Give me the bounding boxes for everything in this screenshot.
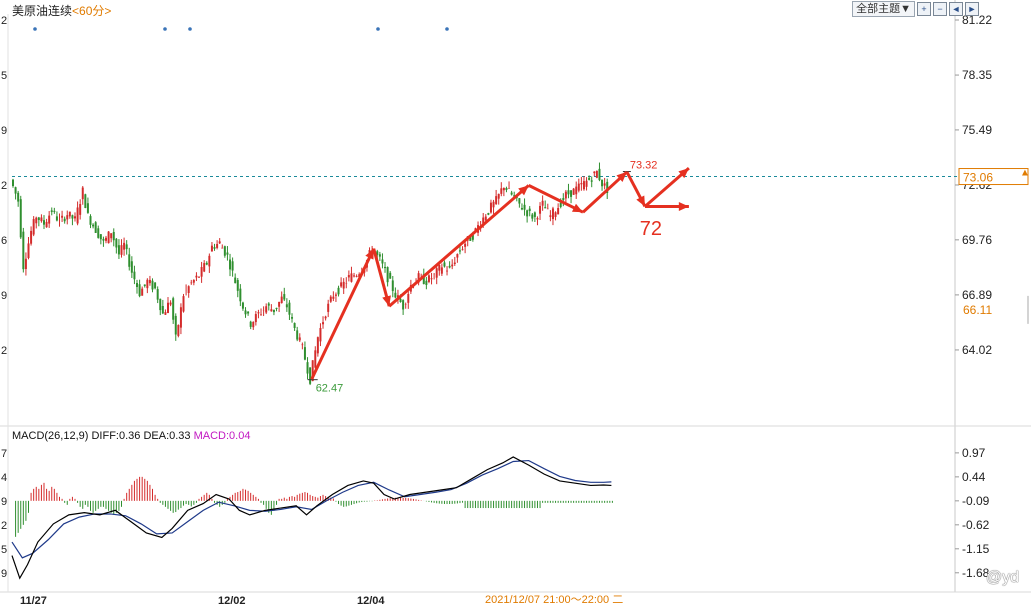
arrow-head — [636, 195, 645, 207]
projection-arrow — [388, 184, 530, 308]
macd-left-tick-stub: 2 — [1, 520, 7, 532]
arrow-head — [678, 168, 689, 179]
current-price-marker: ▲ — [1020, 168, 1030, 179]
x-label-1127: 11/27 — [20, 595, 47, 607]
price-tick-label: 81.22 — [962, 13, 992, 27]
macd-left-tick-stub: 9 — [1, 568, 7, 580]
left-tick-stub: 9 — [1, 125, 7, 137]
cursor-time-range: 2021/12/07 21:00～22:00 二 — [485, 594, 624, 606]
macd-dea-value: DEA:0.33 — [143, 430, 191, 442]
price-tick-label: 69.76 — [962, 233, 992, 247]
macd-tick-label: 0.44 — [962, 470, 986, 484]
target-price-label: 72 — [640, 218, 662, 240]
arrow-head — [518, 185, 529, 196]
price-tick-label: 75.49 — [962, 123, 992, 137]
arrow-head — [616, 171, 627, 183]
projection-arrow — [528, 184, 584, 214]
macd-left-tick-stub: 7 — [1, 448, 7, 460]
dea-line — [11, 459, 612, 559]
signal-dot — [376, 27, 380, 31]
chart-toolbar: 全部主题▼ + − ◄ ► — [852, 1, 979, 17]
macd-tick-label: 0.97 — [962, 446, 986, 460]
zoom-out-icon[interactable]: − — [933, 2, 947, 16]
next-icon[interactable]: ► — [965, 2, 979, 16]
left-tick-stub: 9 — [1, 290, 7, 302]
macd-left-tick-stub: 5 — [1, 544, 7, 556]
macd-tick-label: -0.62 — [962, 518, 990, 532]
diff-line — [11, 456, 612, 580]
price-tick-label: 78.35 — [962, 68, 992, 82]
instrument-title: 美原油连续<60分> — [12, 2, 111, 19]
left-tick-stub: 6 — [1, 235, 7, 247]
arrow-head — [571, 203, 583, 213]
macd-tick-label: -0.09 — [962, 494, 990, 508]
macd-title: MACD(26,12,9) — [12, 430, 89, 442]
current-price-label: 73.06 — [963, 171, 993, 185]
macd-legend: MACD(26,12,9) DIFF:0.36 DEA:0.33 MACD:0.… — [12, 430, 250, 442]
left-tick-stub: 2 — [1, 15, 7, 27]
x-label-1202: 12/02 — [218, 595, 246, 607]
timeframe-label[interactable]: <60分> — [72, 4, 112, 18]
watermark: @yd — [985, 569, 1019, 586]
price-tick-label: 66.89 — [962, 288, 992, 302]
left-tick-stub: 2 — [1, 180, 7, 192]
macd-macd-value: MACD:0.04 — [193, 430, 251, 442]
signal-dot — [163, 27, 167, 31]
theme-button[interactable]: 全部主题▼ — [852, 1, 915, 17]
arrow-head — [382, 295, 391, 307]
arrow-head — [678, 201, 689, 211]
macd-tick-label: -1.15 — [962, 542, 990, 556]
price-tick-label: 64.02 — [962, 343, 992, 357]
macd-tick-label: -1.68 — [962, 566, 990, 580]
current-price-box — [958, 168, 1029, 186]
macd-left-tick-stub: 9 — [1, 496, 7, 508]
signal-dot — [33, 27, 37, 31]
prev-icon[interactable]: ◄ — [949, 2, 963, 16]
reference-price-label: 66.11 — [963, 303, 992, 317]
left-tick-stub: 5 — [1, 70, 7, 82]
signal-dot — [188, 27, 192, 31]
zoom-in-icon[interactable]: + — [917, 2, 931, 16]
signal-dot — [445, 27, 449, 31]
left-tick-stub: 2 — [1, 345, 7, 357]
macd-diff-value: DIFF:0.36 — [91, 430, 141, 442]
instrument-name: 美原油连续 — [12, 4, 73, 18]
macd-left-tick-stub: 4 — [1, 472, 7, 484]
low-price-label: 62.47 — [316, 383, 344, 395]
projection-arrow — [310, 248, 376, 380]
arrow-head — [365, 248, 374, 260]
high-price-label: 73.32 — [630, 160, 658, 172]
x-label-1204: 12/04 — [357, 595, 385, 607]
